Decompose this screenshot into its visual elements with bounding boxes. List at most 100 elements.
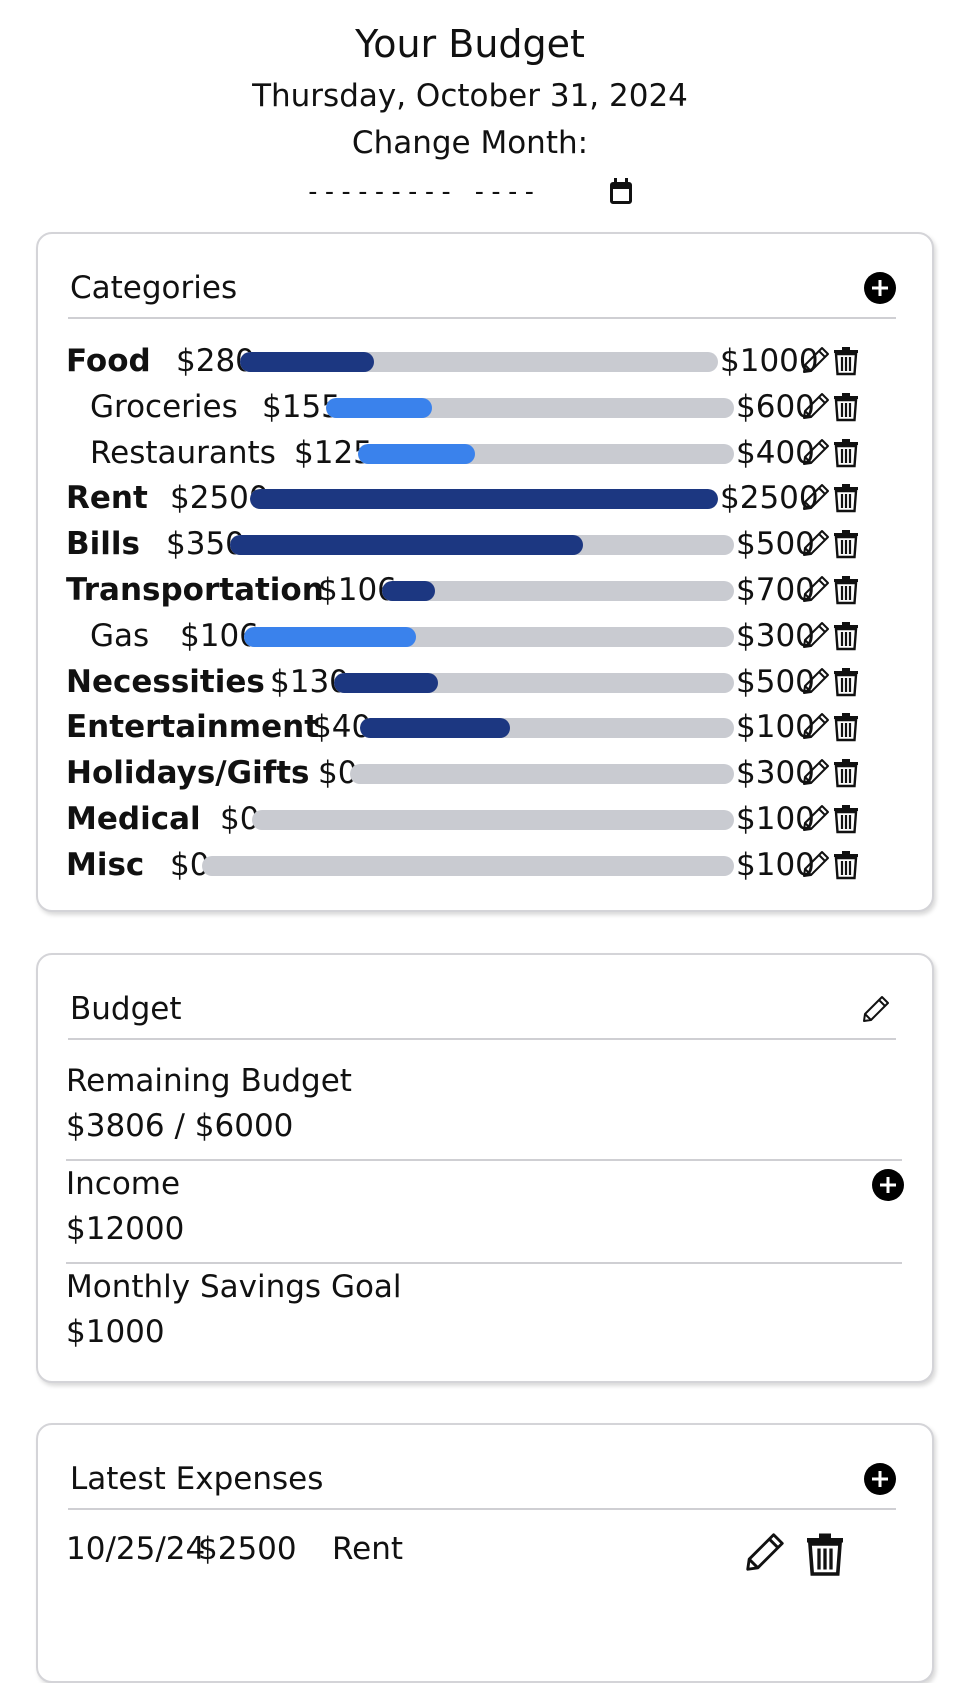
category-name: Medical bbox=[66, 801, 201, 837]
category-row[interactable]: Gas $106 $300 bbox=[66, 614, 896, 658]
category-progress-fill bbox=[240, 352, 374, 372]
edit-category-pencil-icon[interactable] bbox=[800, 665, 832, 699]
edit-category-pencil-icon[interactable] bbox=[800, 710, 832, 744]
budget-card-header: Budget bbox=[68, 980, 896, 1040]
page-title: Your Budget bbox=[355, 22, 585, 66]
edit-budget-pencil-icon[interactable] bbox=[860, 993, 892, 1025]
delete-category-trash-icon[interactable] bbox=[832, 756, 864, 790]
income-value: $12000 bbox=[66, 1211, 185, 1247]
category-name: Entertainment bbox=[66, 709, 320, 746]
category-progress-track bbox=[240, 352, 718, 372]
edit-category-pencil-icon[interactable] bbox=[800, 390, 832, 424]
category-name: Transportation bbox=[66, 572, 324, 608]
edit-category-pencil-icon[interactable] bbox=[800, 619, 832, 653]
category-name: Gas bbox=[90, 617, 150, 654]
category-row[interactable]: Bills $350 $500 bbox=[66, 522, 896, 566]
category-name: Misc bbox=[66, 846, 145, 883]
edit-category-pencil-icon[interactable] bbox=[800, 802, 832, 836]
delete-category-trash-icon[interactable] bbox=[832, 802, 864, 836]
edit-category-pencil-icon[interactable] bbox=[800, 344, 832, 378]
remaining-budget-label: Remaining Budget bbox=[66, 1063, 352, 1099]
budget-card: Budget Remaining Budget $3806 / $6000 In… bbox=[36, 953, 934, 1383]
category-name: Restaurants bbox=[90, 434, 276, 471]
category-name: Groceries bbox=[90, 388, 238, 425]
category-row[interactable]: Restaurants $125 $400 bbox=[66, 431, 896, 475]
delete-category-trash-icon[interactable] bbox=[832, 665, 864, 699]
category-progress-fill bbox=[250, 489, 718, 510]
category-progress-track bbox=[334, 672, 734, 693]
category-limit: $600 bbox=[736, 388, 815, 425]
edit-expense-pencil-icon[interactable] bbox=[742, 1529, 788, 1575]
delete-category-trash-icon[interactable] bbox=[832, 344, 864, 378]
categories-card: Categories Food $280 $1000 Groceries $155 $60… bbox=[36, 232, 934, 912]
delete-category-trash-icon[interactable] bbox=[832, 619, 864, 653]
category-progress-fill bbox=[326, 397, 433, 418]
category-progress-fill bbox=[358, 443, 475, 464]
savings-goal-label: Monthly Savings Goal bbox=[66, 1269, 402, 1305]
category-progress-track bbox=[358, 443, 734, 464]
delete-category-trash-icon[interactable] bbox=[832, 481, 864, 515]
category-progress-track bbox=[250, 489, 718, 510]
category-row[interactable]: Necessities $130 $500 bbox=[66, 660, 896, 704]
category-progress-track bbox=[360, 718, 734, 739]
savings-goal-value: $1000 bbox=[66, 1314, 165, 1350]
category-row[interactable]: Groceries $155 $600 bbox=[66, 385, 896, 429]
delete-category-trash-icon[interactable] bbox=[832, 436, 864, 470]
calendar-icon[interactable] bbox=[609, 178, 635, 206]
category-row[interactable]: Medical $0 $100 bbox=[66, 797, 896, 841]
category-progress-track bbox=[252, 810, 734, 830]
expense-amount: $2500 bbox=[198, 1531, 297, 1567]
category-name: Holidays/Gifts bbox=[66, 755, 310, 792]
edit-category-pencil-icon[interactable] bbox=[800, 573, 832, 607]
category-row[interactable]: Food $280 $1000 bbox=[66, 339, 896, 383]
category-row[interactable]: Transportation $106 $700 bbox=[66, 568, 896, 612]
category-name: Rent bbox=[66, 480, 148, 517]
category-limit: $2500 bbox=[720, 480, 819, 517]
category-name: Bills bbox=[66, 526, 140, 563]
delete-category-trash-icon[interactable] bbox=[832, 527, 864, 561]
month-input[interactable]: --------- ---- bbox=[305, 172, 635, 212]
delete-expense-trash-icon[interactable] bbox=[804, 1529, 846, 1577]
category-name: Food bbox=[66, 343, 151, 379]
current-date: Thursday, October 31, 2024 bbox=[252, 78, 688, 114]
category-progress-track bbox=[230, 535, 734, 556]
delete-category-trash-icon[interactable] bbox=[832, 573, 864, 607]
delete-category-trash-icon[interactable] bbox=[832, 710, 864, 744]
category-progress-track bbox=[202, 855, 734, 876]
category-progress-fill bbox=[334, 672, 438, 693]
edit-category-pencil-icon[interactable] bbox=[800, 756, 832, 790]
category-limit: $1000 bbox=[720, 343, 819, 379]
category-limit: $300 bbox=[736, 755, 815, 792]
latest-expenses-card: Latest Expenses 10/25/24 $2500 Rent bbox=[36, 1423, 934, 1683]
category-row[interactable]: Rent $2500 $2500 bbox=[66, 476, 896, 520]
delete-category-trash-icon[interactable] bbox=[832, 848, 864, 882]
expense-row: 10/25/24 $2500 Rent bbox=[66, 1529, 896, 1576]
edit-category-pencil-icon[interactable] bbox=[800, 527, 832, 561]
category-progress-fill bbox=[382, 581, 435, 601]
edit-category-pencil-icon[interactable] bbox=[800, 481, 832, 515]
month-input-placeholder: --------- ---- bbox=[305, 177, 539, 207]
delete-category-trash-icon[interactable] bbox=[832, 390, 864, 424]
category-row[interactable]: Holidays/Gifts $0 $300 bbox=[66, 751, 896, 795]
edit-category-pencil-icon[interactable] bbox=[800, 436, 832, 470]
category-name: Necessities bbox=[66, 663, 265, 700]
category-row[interactable]: Misc $0 $100 bbox=[66, 843, 896, 887]
edit-category-pencil-icon[interactable] bbox=[800, 848, 832, 882]
expense-date: 10/25/24 bbox=[66, 1531, 206, 1567]
category-progress-fill bbox=[360, 718, 510, 739]
add-income-plus-icon[interactable] bbox=[872, 1169, 904, 1201]
category-progress-track bbox=[244, 626, 734, 647]
category-limit: $500 bbox=[736, 526, 815, 563]
expense-category: Rent bbox=[332, 1531, 404, 1567]
add-expense-plus-icon[interactable] bbox=[864, 1463, 896, 1495]
budget-title: Budget bbox=[70, 991, 182, 1027]
income-label: Income bbox=[66, 1166, 181, 1202]
category-limit: $400 bbox=[736, 434, 815, 471]
add-category-plus-icon[interactable] bbox=[864, 272, 896, 304]
category-row[interactable]: Entertainment $40 $100 bbox=[66, 705, 896, 749]
category-progress-fill bbox=[244, 626, 416, 647]
expenses-card-header: Latest Expenses bbox=[68, 1450, 896, 1510]
category-limit: $100 bbox=[736, 709, 815, 746]
category-progress-track bbox=[350, 764, 734, 785]
categories-title: Categories bbox=[70, 270, 238, 306]
